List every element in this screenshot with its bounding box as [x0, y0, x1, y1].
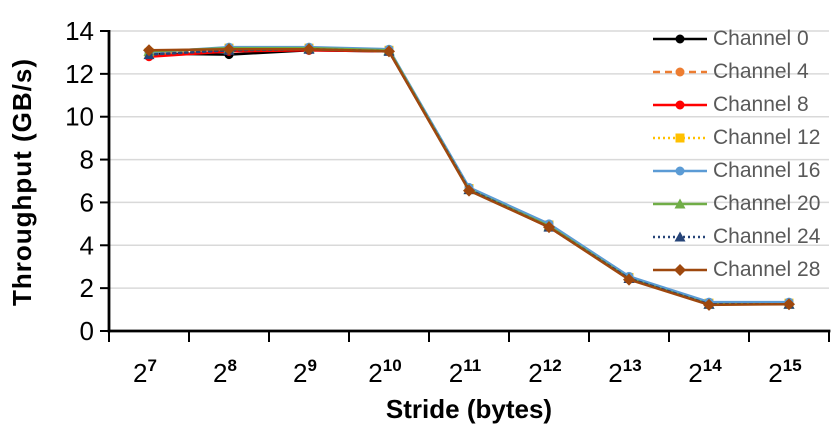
legend-swatch-channel-8: [653, 100, 707, 109]
legend-swatch-channel-16: [653, 166, 707, 175]
y-tick-label: 6: [80, 187, 94, 217]
marker-diamond: [674, 263, 686, 276]
marker-triangle: [674, 198, 686, 208]
marker-diamond: [623, 273, 635, 286]
legend-item-channel-20: Channel 20: [652, 187, 840, 220]
legend-swatch-channel-28: [653, 263, 707, 276]
legend-label-channel-0: Channel 0: [713, 26, 809, 50]
x-tick-label: 211: [449, 356, 481, 388]
legend-item-channel-0: Channel 0: [652, 22, 840, 55]
marker-diamond: [223, 43, 235, 56]
x-tick-label: 212: [528, 356, 561, 388]
y-tick-label: 0: [80, 316, 94, 346]
marker-circle: [675, 67, 685, 76]
x-tick-label: 215: [768, 356, 801, 388]
marker-diamond: [143, 44, 155, 57]
legend-label-channel-4: Channel 4: [713, 59, 809, 83]
x-axis-title: Stride (bytes): [385, 394, 553, 424]
legend-swatch-channel-0: [653, 34, 707, 43]
marker-square: [675, 133, 685, 142]
marker-circle: [675, 100, 685, 109]
y-tick-label: 10: [65, 102, 94, 132]
x-tick-label: 27: [133, 356, 157, 388]
y-tick-label: 12: [65, 59, 94, 89]
marker-circle: [675, 34, 685, 43]
x-tick-label: 214: [688, 356, 722, 388]
y-tick-label: 14: [65, 16, 94, 46]
marker-diamond: [703, 298, 715, 311]
legend-label-channel-8: Channel 8: [713, 92, 809, 116]
marker-diamond: [303, 43, 315, 56]
x-tick-label: 28: [213, 356, 237, 388]
legend-item-channel-16: Channel 16: [652, 154, 840, 187]
legend-item-channel-24: Channel 24: [652, 220, 840, 253]
legend-label-channel-16: Channel 16: [713, 158, 821, 182]
legend-swatch-channel-12: [653, 133, 707, 142]
y-tick-label: 8: [80, 145, 94, 175]
legend-item-channel-12: Channel 12: [652, 121, 840, 154]
marker-triangle: [674, 231, 686, 241]
legend-swatch-channel-4: [653, 67, 707, 76]
y-tick-label: 2: [80, 273, 94, 303]
y-axis-title: Throughput (GB/s): [7, 57, 37, 307]
legend-item-channel-28: Channel 28: [652, 253, 840, 286]
legend-swatch-channel-20: [653, 198, 707, 208]
legend-swatch-channel-24: [653, 231, 707, 241]
legend: Channel 0 Channel 4 Channel 8 Channel 12 Cha…: [652, 22, 840, 286]
marker-diamond: [383, 45, 395, 58]
legend-item-channel-4: Channel 4: [652, 55, 840, 88]
legend-label-channel-20: Channel 20: [713, 191, 821, 215]
x-tick-label: 29: [293, 356, 317, 388]
legend-label-channel-28: Channel 28: [713, 257, 821, 281]
marker-diamond: [543, 221, 555, 234]
x-tick-label: 210: [368, 356, 401, 388]
marker-circle: [675, 166, 685, 175]
legend-item-channel-8: Channel 8: [652, 88, 840, 121]
y-tick-label: 4: [80, 230, 94, 260]
marker-diamond: [463, 184, 475, 197]
legend-label-channel-12: Channel 12: [713, 125, 821, 149]
marker-diamond: [783, 298, 795, 311]
x-tick-label: 213: [608, 356, 641, 388]
legend-label-channel-24: Channel 24: [713, 224, 821, 248]
